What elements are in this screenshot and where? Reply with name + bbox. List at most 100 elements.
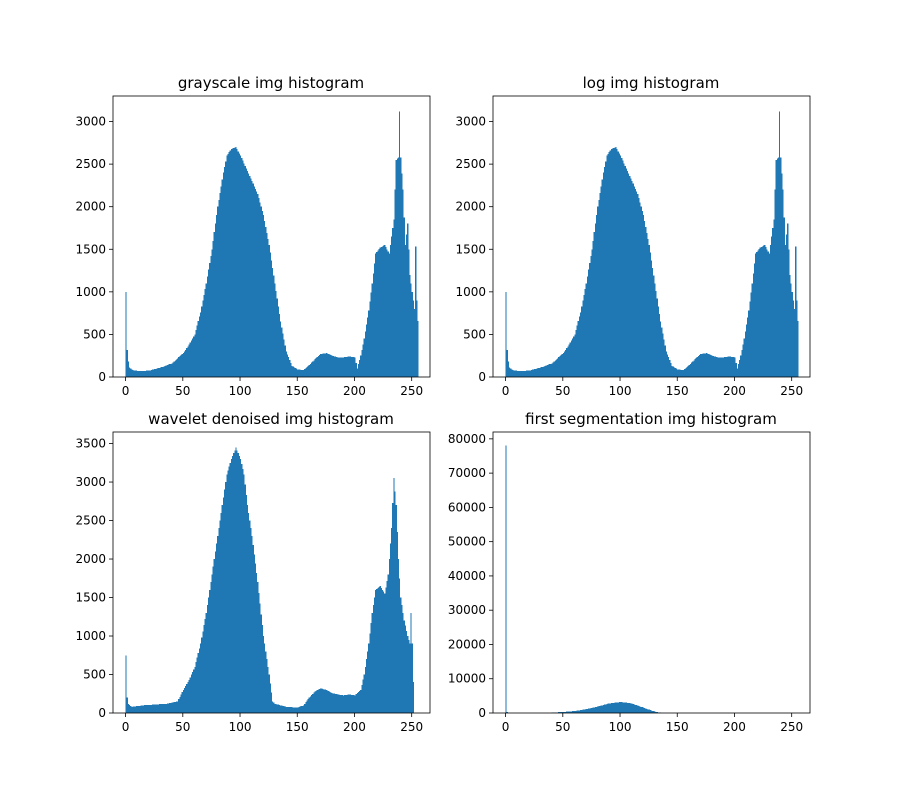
histogram-bar xyxy=(661,327,663,377)
histogram-bar xyxy=(547,364,550,377)
histogram-bar xyxy=(609,150,611,377)
histogram-bar xyxy=(212,240,214,377)
histogram-bar xyxy=(134,370,136,377)
x-tick-label: 200 xyxy=(723,720,746,734)
histogram-bar xyxy=(775,159,777,377)
histogram-bar xyxy=(167,703,170,713)
histogram-bar xyxy=(617,151,619,377)
histogram-bar xyxy=(757,250,759,377)
histogram-bar xyxy=(335,356,337,377)
histogram-bar xyxy=(278,704,281,713)
histogram-bar xyxy=(700,354,702,377)
histogram-bar xyxy=(355,362,357,377)
histogram-bar xyxy=(185,349,187,377)
histogram-bar xyxy=(676,368,678,377)
histogram-bar xyxy=(526,370,528,377)
histogram-bar xyxy=(134,706,136,713)
histogram-bar xyxy=(598,199,600,377)
histogram-bar xyxy=(592,240,594,377)
histogram-bar xyxy=(360,689,362,713)
histogram-bar xyxy=(604,704,606,713)
histogram-bar xyxy=(307,699,309,713)
histogram-bar xyxy=(296,368,298,377)
histogram-bar xyxy=(705,353,708,377)
histogram-bar xyxy=(509,367,511,377)
histogram-bar xyxy=(300,706,302,713)
histogram-bar xyxy=(389,245,392,377)
y-tick-label: 30000 xyxy=(448,603,486,617)
histogram-bar xyxy=(197,321,199,377)
histogram-bar xyxy=(545,365,547,377)
histogram-bar xyxy=(322,688,324,713)
histogram-bar xyxy=(399,578,401,713)
histogram-bar xyxy=(662,333,664,377)
histogram-bar xyxy=(528,370,530,377)
histogram-bar xyxy=(133,706,135,713)
histogram-bar xyxy=(652,710,654,713)
histogram-bar xyxy=(383,591,385,713)
histogram-bar xyxy=(696,357,698,377)
histogram-bar xyxy=(346,356,348,377)
histogram-bar xyxy=(678,369,680,377)
histogram-bar xyxy=(196,325,198,377)
histogram-bar xyxy=(293,707,295,713)
histogram-bar xyxy=(201,637,203,713)
histogram-bar xyxy=(181,354,183,377)
histogram-bar xyxy=(135,706,138,713)
histogram-bar xyxy=(272,268,274,377)
histogram-bar xyxy=(384,593,386,713)
histogram-bar xyxy=(266,233,268,377)
histogram-bar xyxy=(404,625,406,713)
histogram-bar xyxy=(349,694,352,713)
histogram-bar xyxy=(688,365,690,377)
histogram-bar xyxy=(373,263,376,377)
histogram-bar xyxy=(728,356,730,377)
histogram-bar xyxy=(593,232,595,377)
histogram-bar xyxy=(336,694,338,713)
histogram-bar xyxy=(302,370,305,377)
histogram-bar xyxy=(315,358,317,377)
histogram-bar xyxy=(404,245,406,377)
histogram-bar xyxy=(615,702,617,713)
histogram-bar xyxy=(179,356,181,377)
histogram-bar xyxy=(166,365,168,377)
histogram-bar xyxy=(174,701,176,713)
histogram-bar xyxy=(210,256,212,377)
x-tick-label: 200 xyxy=(723,384,746,398)
histogram-bar xyxy=(267,666,269,713)
histogram-bar xyxy=(663,339,665,377)
histogram-bar xyxy=(338,357,340,377)
histogram-bar xyxy=(321,353,323,377)
subplot-wavelet-denoised: wavelet denoised img histogram 0 50 100 150… xyxy=(75,410,431,734)
histogram-bar xyxy=(606,704,608,713)
histogram-bar xyxy=(719,357,721,377)
y-tick-label: 40000 xyxy=(448,569,486,583)
histogram-bar xyxy=(394,491,396,713)
histogram-bar xyxy=(793,308,796,377)
histogram-bar xyxy=(701,353,703,377)
histogram-bar xyxy=(518,370,520,377)
histogram-bar xyxy=(505,445,507,713)
histogram-bar xyxy=(792,300,794,377)
histogram-bar xyxy=(644,221,646,377)
histogram-bar xyxy=(621,702,623,713)
histogram-bar xyxy=(198,648,200,713)
histogram-bar xyxy=(634,188,637,377)
histogram-bar xyxy=(147,370,149,377)
histogram-bar xyxy=(666,354,669,377)
histogram-bar xyxy=(275,704,277,713)
histogram-bar xyxy=(309,363,311,377)
histogram-bar xyxy=(581,709,583,713)
x-tick-label: 250 xyxy=(780,720,803,734)
histogram-bar xyxy=(679,369,681,377)
histogram-bar xyxy=(506,349,508,377)
x-tick-label: 150 xyxy=(286,384,309,398)
histogram-bar xyxy=(240,155,242,377)
histogram-bar xyxy=(386,580,388,713)
histogram-bar xyxy=(613,702,615,713)
histogram-bar xyxy=(337,694,339,713)
histogram-bar xyxy=(381,246,384,377)
y-tick-label: 2500 xyxy=(75,157,106,171)
histogram-bar xyxy=(237,151,239,377)
histogram-bar xyxy=(397,559,400,713)
